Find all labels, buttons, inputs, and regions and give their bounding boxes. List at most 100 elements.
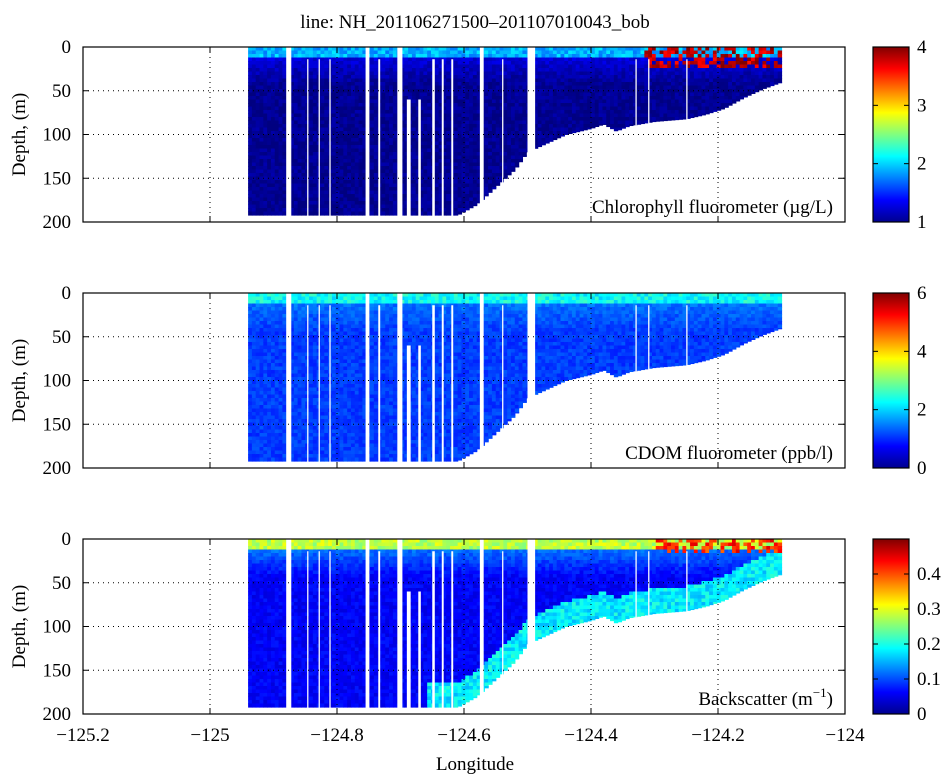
- data-cell: [370, 134, 375, 139]
- data-cell: [701, 47, 706, 52]
- data-cell: [453, 187, 459, 192]
- data-cell: [663, 78, 668, 83]
- data-cell: [678, 57, 684, 62]
- data-cell: [613, 85, 619, 90]
- data-cell: [507, 113, 512, 118]
- data-cell: [373, 64, 379, 69]
- data-cell: [434, 71, 440, 76]
- data-cell: [488, 113, 493, 118]
- data-cell: [293, 68, 299, 73]
- data-cell: [438, 82, 444, 87]
- profile-gap: [432, 59, 435, 222]
- data-cell: [335, 127, 341, 132]
- data-cell: [290, 99, 295, 104]
- data-cell: [644, 106, 649, 111]
- data-cell: [469, 96, 474, 101]
- data-cell: [564, 47, 569, 52]
- data-cell: [518, 99, 524, 104]
- data-cell: [522, 50, 527, 55]
- data-cell: [499, 96, 504, 101]
- data-cell: [587, 103, 592, 108]
- data-cell: [453, 120, 459, 125]
- data-cell: [575, 82, 581, 87]
- data-cell: [434, 155, 440, 160]
- data-cell: [541, 57, 546, 62]
- data-cell: [339, 204, 344, 209]
- data-cell: [331, 92, 337, 97]
- data-cell: [274, 138, 280, 143]
- data-cell: [472, 138, 478, 143]
- data-cell: [274, 64, 280, 69]
- data-cell: [370, 89, 375, 94]
- data-cell: [255, 183, 261, 188]
- data-cell: [248, 64, 253, 69]
- data-cell: [438, 50, 444, 55]
- data-cell: [370, 211, 375, 216]
- data-cell: [267, 194, 272, 199]
- data-cell: [389, 89, 394, 94]
- data-cell: [644, 68, 649, 73]
- data-cell: [549, 92, 554, 97]
- data-cell: [453, 208, 459, 213]
- data-cell: [370, 204, 375, 209]
- data-cell: [556, 103, 562, 108]
- data-cell: [309, 138, 314, 143]
- data-cell: [320, 103, 325, 108]
- data-cell: [564, 57, 569, 62]
- data-cell: [522, 155, 527, 157]
- data-cell: [423, 120, 428, 125]
- data-cell: [651, 89, 657, 94]
- data-cell: [251, 57, 257, 62]
- data-cell: [491, 169, 497, 174]
- data-cell: [758, 82, 764, 87]
- data-cell: [499, 138, 504, 143]
- data-cell: [358, 78, 363, 83]
- data-cell: [267, 208, 272, 213]
- data-cell: [434, 152, 440, 157]
- data-cell: [766, 57, 771, 62]
- data-cell: [777, 64, 783, 69]
- data-cell: [625, 78, 630, 83]
- data-cell: [461, 187, 466, 192]
- data-cell: [335, 204, 341, 209]
- data-cell: [290, 180, 295, 185]
- data-cell: [469, 92, 474, 97]
- data-cell: [328, 54, 333, 59]
- data-cell: [686, 82, 691, 87]
- data-cell: [423, 148, 428, 153]
- data-cell: [347, 201, 352, 206]
- data-cell: [358, 61, 363, 66]
- data-cell: [491, 148, 497, 153]
- data-cell: [301, 103, 306, 108]
- data-cell: [358, 124, 363, 129]
- data-cell: [465, 82, 470, 87]
- data-cell: [297, 183, 303, 188]
- data-cell: [583, 117, 588, 122]
- data-cell: [259, 180, 264, 185]
- data-cell: [312, 75, 318, 80]
- data-cell: [255, 338, 261, 343]
- data-cell: [350, 162, 356, 167]
- data-cell: [411, 173, 417, 178]
- data-cell: [457, 127, 463, 132]
- data-cell: [293, 106, 299, 111]
- data-cell: [632, 78, 638, 83]
- data-cell: [568, 124, 573, 129]
- data-cell: [419, 148, 424, 153]
- data-cell: [610, 106, 615, 111]
- data-cell: [770, 78, 775, 83]
- data-cell: [343, 183, 348, 188]
- data-cell: [411, 204, 417, 209]
- data-cell: [773, 47, 779, 52]
- data-cell: [457, 141, 463, 146]
- data-cell: [549, 113, 554, 118]
- data-cell: [625, 106, 630, 111]
- data-cell: [251, 447, 257, 452]
- data-cell: [671, 68, 676, 73]
- data-cell: [678, 110, 684, 115]
- data-cell: [312, 50, 318, 55]
- data-cell: [446, 92, 451, 97]
- data-cell: [373, 110, 379, 115]
- data-cell: [324, 47, 329, 52]
- data-cell: [720, 57, 725, 62]
